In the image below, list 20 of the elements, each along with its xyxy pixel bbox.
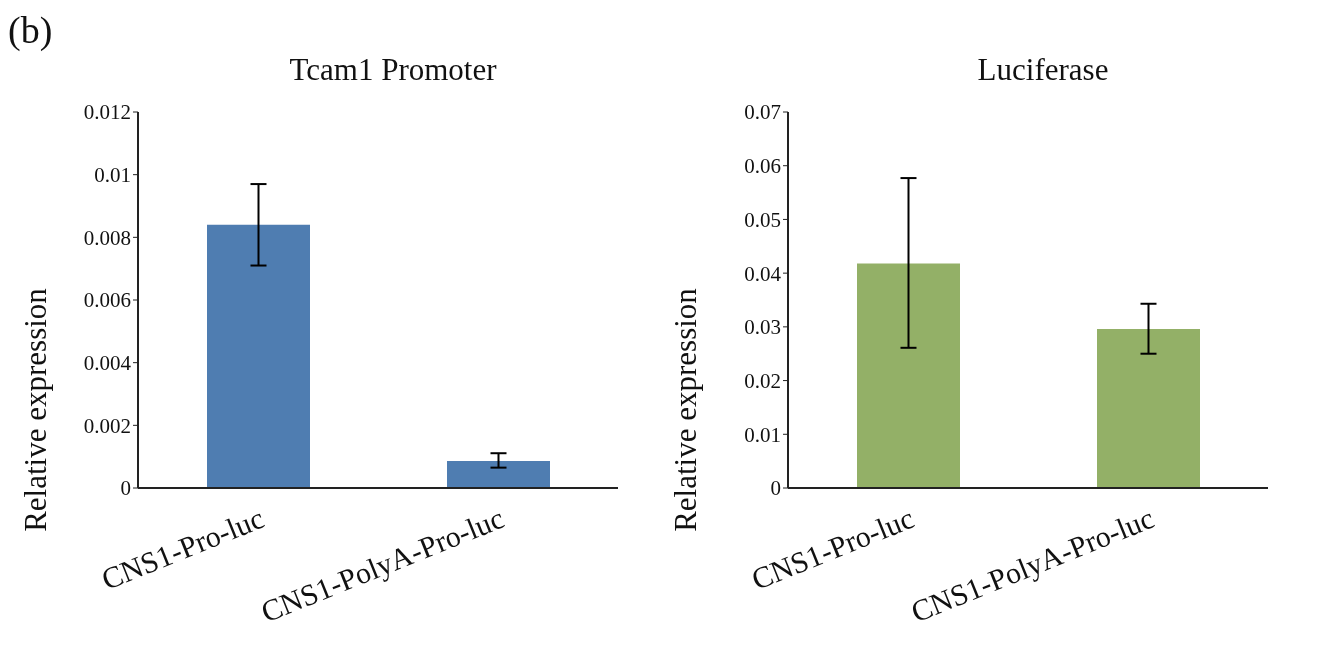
chart-title: Luciferase: [976, 52, 1110, 88]
text: (b): [8, 9, 53, 51]
y-axis-title: Relative expression: [18, 287, 54, 532]
y-tick-label: 0.01: [94, 163, 131, 188]
y-axis-title: Relative expression: [668, 287, 704, 532]
y-tick-label: 0.02: [744, 369, 781, 394]
y-tick-label: 0.008: [83, 225, 131, 250]
y-tick-label: 0: [120, 476, 131, 501]
y-tick-label: 0.03: [744, 315, 781, 340]
y-tick-label: 0.06: [744, 154, 781, 179]
y-tick-label: 0.004: [83, 351, 132, 376]
y-tick-label: 0.002: [83, 413, 131, 438]
y-tick-label: 0.012: [83, 100, 131, 125]
chart-title: Tcam1 Promoter: [288, 52, 498, 88]
y-tick-label: 0.01: [744, 422, 781, 447]
y-tick-label: 0.04: [744, 261, 782, 286]
y-tick-label: 0.05: [744, 207, 781, 232]
y-tick-label: 0.07: [744, 100, 781, 125]
y-tick-label: 0: [770, 476, 781, 501]
y-tick-label: 0.006: [83, 288, 131, 313]
